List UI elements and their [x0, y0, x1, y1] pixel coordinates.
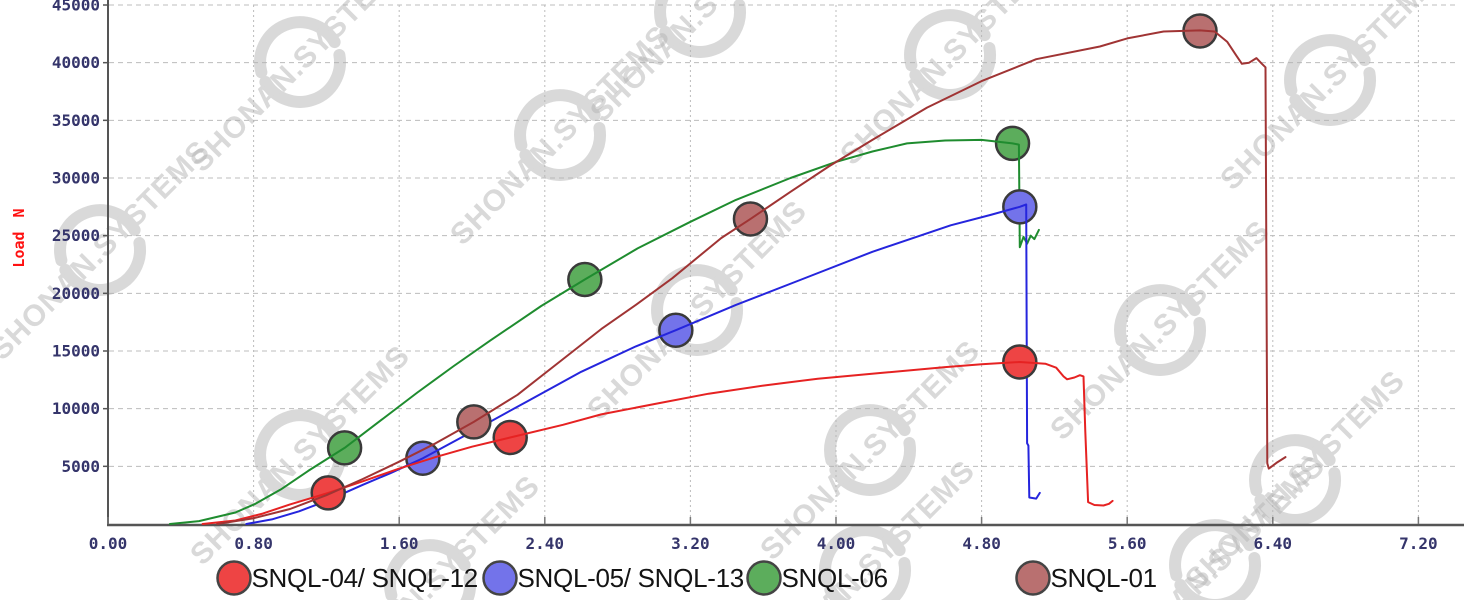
series-line: [201, 361, 1114, 525]
watermark-swirl-icon: [259, 48, 346, 108]
watermark-text: SHONAN.SYSTEMS: [1044, 214, 1276, 446]
legend-marker-icon: [1015, 560, 1051, 596]
watermark-swirl-icon: [59, 236, 146, 296]
watermark-swirl-icon: [54, 204, 141, 267]
watermark-swirl-icon: [1254, 466, 1341, 526]
watermark: SHONAN.SYSTEMS: [184, 0, 416, 179]
watermark-swirl-icon: [651, 264, 738, 327]
x-axis-tick-label: 7.20: [1399, 534, 1438, 553]
watermark-text: SHONAN.SYSTEMS: [581, 194, 813, 426]
legend-label: SNQL-04/ SNQL-12: [252, 563, 478, 593]
series-line: [245, 203, 1041, 525]
watermark: SHONAN.SYSTEMS: [1044, 214, 1276, 446]
legend-item: SNQL-04/ SNQL-12: [216, 560, 478, 596]
legend-item: SNQL-01: [1015, 560, 1157, 596]
watermark-swirl-icon: [909, 41, 996, 101]
y-axis-tick-label: 15000: [52, 342, 100, 361]
watermark-swirl-icon: [384, 539, 471, 600]
watermark-swirl-icon: [824, 556, 911, 600]
legend-marker-icon: [482, 560, 518, 596]
watermark-swirl-icon: [1114, 284, 1201, 347]
series-layer: [168, 13, 1287, 525]
watermark-swirl-icon: [254, 409, 341, 472]
x-axis-tick-label: 1.60: [380, 534, 419, 553]
watermark: SHONAN.SYSTEMS: [581, 194, 813, 426]
x-axis-tick-label: 4.00: [817, 534, 856, 553]
legend-item: SNQL-06: [746, 560, 888, 596]
watermark-text: SHONAN.SYSTEMS: [1214, 0, 1446, 197]
series-snql-06: [168, 125, 1040, 525]
series-line: [168, 138, 1040, 525]
y-axis-tick-label: 45000: [52, 0, 100, 15]
y-axis-tick-label: 30000: [52, 169, 100, 188]
y-axis-title: LoadN: [10, 208, 28, 267]
series-snql-01: [216, 13, 1287, 525]
series-snql-04-snql-12: [201, 344, 1114, 525]
legend-marker-icon: [216, 560, 252, 596]
watermark-swirl-icon: [1169, 519, 1256, 582]
watermark-swirl-icon: [514, 89, 601, 152]
y-axis-tick-label: 5000: [61, 457, 100, 476]
legend-marker-icon: [746, 560, 782, 596]
watermark-text: SHONAN.SYSTEMS: [834, 0, 1066, 172]
watermark-swirl-icon: [824, 404, 911, 467]
watermark-swirl-icon: [829, 436, 916, 496]
y-axis-tick-label: 20000: [52, 284, 100, 303]
x-axis-tick-label: 3.20: [671, 534, 710, 553]
watermark-swirl-icon: [1174, 551, 1261, 600]
y-axis-tick-label: 10000: [52, 399, 100, 418]
x-axis-tick-label: 0.00: [89, 534, 128, 553]
legend-label: SNQL-01: [1051, 563, 1157, 593]
series-line: [216, 29, 1287, 525]
x-axis-tick-label: 0.80: [234, 534, 273, 553]
grid-layer: [109, 4, 1458, 524]
legend-label: SNQL-06: [782, 563, 888, 593]
watermark-swirl-icon: [654, 0, 741, 29]
watermark-swirl-icon: [1289, 66, 1376, 126]
y-axis-tick-label: 35000: [52, 111, 100, 130]
y-axis-tick-label: 40000: [52, 53, 100, 72]
legend-label: SNQL-05/ SNQL-13: [518, 563, 744, 593]
watermark-swirl-icon: [904, 9, 991, 72]
watermark-swirl-icon: [254, 16, 341, 79]
legend-item: SNQL-05/ SNQL-13: [482, 560, 744, 596]
x-axis-tick-label: 4.80: [962, 534, 1001, 553]
watermark-swirl-icon: [659, 0, 746, 58]
x-axis-tick-label: 2.40: [526, 534, 565, 553]
legend: SNQL-04/ SNQL-12 SNQL-05/ SNQL-13 SNQL-06 S…: [216, 560, 1157, 596]
watermark-swirl-icon: [1284, 34, 1371, 97]
watermark: SHONAN.SYSTEMS: [1214, 0, 1446, 197]
y-axis-tick-label: 25000: [52, 226, 100, 245]
x-axis-tick-label: 5.60: [1108, 534, 1147, 553]
watermark-swirl-icon: [519, 121, 606, 181]
watermark: SHONAN.SYSTEMS: [834, 0, 1066, 172]
series-snql-05-snql-13: [245, 189, 1041, 525]
axes-layer: 0.00 0.80 1.60 2.40 3.20 4.00 4.80 5.60 6.40 7.20…: [10, 0, 1464, 553]
watermark-swirl-icon: [389, 571, 476, 600]
x-axis-tick-label: 6.40: [1254, 534, 1293, 553]
watermark-swirl-icon: [1119, 316, 1206, 376]
watermark-swirl-icon: [819, 524, 906, 587]
watermark-swirl-icon: [1249, 434, 1336, 497]
